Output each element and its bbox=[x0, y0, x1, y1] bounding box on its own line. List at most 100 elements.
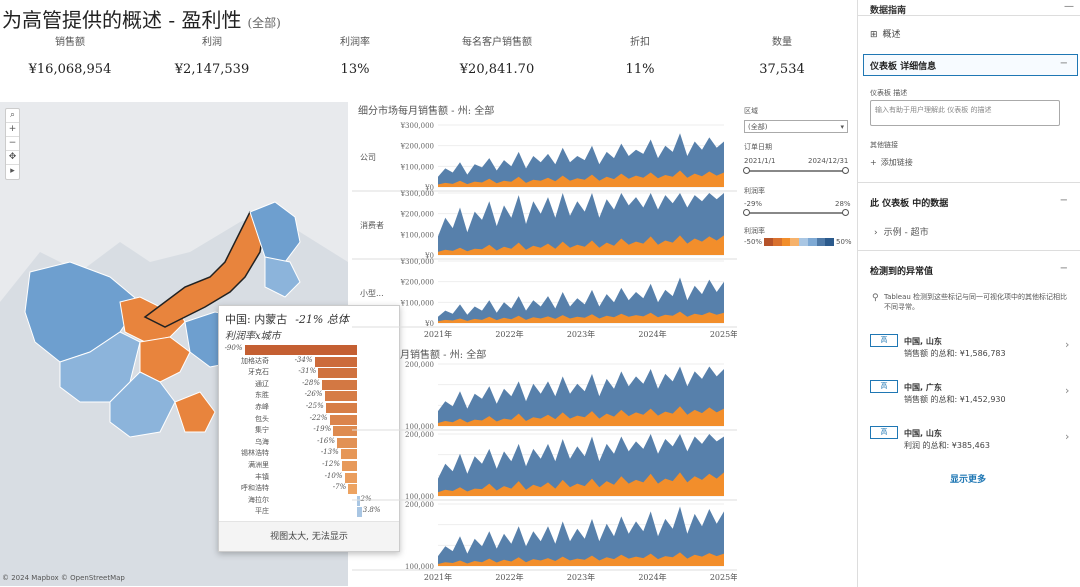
tooltip-city: 锡林浩特 bbox=[241, 449, 269, 458]
region-yunnan[interactable] bbox=[109, 371, 176, 438]
tooltip-value: -7% bbox=[332, 483, 347, 492]
details-collapse-icon[interactable]: − bbox=[1059, 58, 1068, 69]
title-text: 为高管提供的概述 - 盈利性 bbox=[2, 8, 242, 32]
anomaly-section-title: 检测到的异常值 bbox=[870, 267, 934, 277]
tooltip-row: 阿里河-90% bbox=[219, 344, 401, 356]
dropdown-chevron-icon: ▾ bbox=[840, 123, 844, 131]
tooltip-city: 呼和浩特 bbox=[241, 484, 269, 493]
segment-sales-chart[interactable]: ¥300,000¥200,000¥100,000¥0¥300,000¥200,0… bbox=[352, 117, 737, 345]
data-source-label: 示例 - 超市 bbox=[883, 228, 929, 238]
x-tick-label: 2025年 bbox=[710, 572, 737, 582]
anomaly-title-1[interactable]: 中国, 山东 bbox=[904, 337, 942, 346]
date-slider-start-handle[interactable] bbox=[743, 167, 750, 174]
tooltip-bar bbox=[329, 414, 357, 425]
map-pan-icon[interactable]: ✥ bbox=[6, 151, 19, 165]
collapse-panel-icon[interactable]: — bbox=[1064, 1, 1074, 12]
anomaly-collapse-icon[interactable]: − bbox=[1059, 263, 1068, 274]
anomaly-chevron-1-icon[interactable]: › bbox=[1065, 338, 1070, 351]
margin-min: -29% bbox=[744, 200, 763, 208]
add-link-label: 添加链接 bbox=[880, 158, 913, 167]
kpi-sales-value[interactable]: ¥16,068,954 bbox=[28, 62, 112, 77]
tooltip-bar bbox=[324, 391, 357, 402]
date-end: 2024/12/31 bbox=[808, 157, 849, 165]
tooltip-bar bbox=[322, 379, 357, 390]
region-guizhou[interactable] bbox=[174, 391, 216, 433]
tooltip-city: 赤峰 bbox=[255, 403, 269, 411]
chevron-right-icon: › bbox=[874, 228, 878, 238]
y-tick-label: ¥300,000 bbox=[400, 122, 434, 130]
kpi-profit-value[interactable]: ¥2,147,539 bbox=[174, 62, 250, 77]
add-link-button[interactable]: + 添加链接 bbox=[870, 157, 913, 168]
anomaly-title-3[interactable]: 中国, 山东 bbox=[904, 429, 942, 438]
data-section-title: 此 仪表板 中的数据 bbox=[870, 199, 949, 209]
tooltip-city: 丰镇 bbox=[255, 472, 269, 481]
tooltip-row: 平庄 3.8% bbox=[219, 506, 401, 518]
show-more-link[interactable]: 显示更多 bbox=[949, 475, 986, 485]
y-tick-label: ¥300,000 bbox=[400, 258, 434, 266]
map-search-icon[interactable]: ⌕ bbox=[6, 109, 19, 123]
description-input[interactable]: 输入有助于用户理解此 仪表板 的描述 bbox=[870, 100, 1060, 126]
y-tick-label: ¥0 bbox=[424, 320, 434, 328]
overview-label: 概述 bbox=[882, 30, 901, 40]
tooltip-bar bbox=[244, 345, 357, 355]
tooltip-row: 满洲里 -12% bbox=[219, 460, 401, 472]
blue-area-series bbox=[438, 133, 724, 187]
monthly-sales-chart[interactable]: 200,000100,000200,000100,000200,000100,0… bbox=[352, 360, 737, 584]
region-filter-select[interactable]: (全部) ▾ bbox=[744, 120, 848, 133]
date-slider-end-handle[interactable] bbox=[842, 167, 849, 174]
margin-slider-start-handle[interactable] bbox=[743, 209, 750, 216]
x-tick-label: 2024年 bbox=[638, 329, 666, 339]
tooltip-row: 海拉尔 2% bbox=[219, 495, 401, 507]
region-filter-label: 区域 bbox=[744, 107, 758, 115]
tooltip-value: -10% bbox=[324, 471, 343, 480]
orange-area-series bbox=[438, 472, 724, 496]
map-zoom-out-icon[interactable]: − bbox=[6, 137, 19, 151]
kpi-discount-value[interactable]: 11% bbox=[625, 62, 655, 77]
y-tick-label: ¥100,000 bbox=[400, 163, 434, 171]
order-date-label: 订单日期 bbox=[744, 143, 772, 151]
anomaly-chevron-2-icon[interactable]: › bbox=[1065, 384, 1070, 397]
tooltip-value: -25% bbox=[305, 402, 324, 410]
kpi-quantity-value[interactable]: 37,534 bbox=[759, 62, 805, 77]
map-credit: © 2024 Mapbox © OpenStreetMap bbox=[2, 574, 125, 582]
y-tick-label: ¥200,000 bbox=[400, 211, 434, 219]
dashboard-details-header[interactable] bbox=[863, 54, 1078, 76]
filter-panel: 区域 (全部) ▾ 订单日期 2021/1/1 2024/12/31 利润率 -2… bbox=[740, 102, 852, 582]
tooltip-bar bbox=[348, 484, 357, 495]
kpi-per-customer-value[interactable]: ¥20,841.70 bbox=[459, 62, 535, 77]
title-filter: (全部) bbox=[247, 16, 281, 30]
margin-slider-track[interactable] bbox=[746, 212, 846, 214]
map-expand-icon[interactable]: ▸ bbox=[10, 166, 15, 176]
x-tick-label: 2025年 bbox=[710, 329, 737, 339]
map-zoom-in-icon[interactable]: + bbox=[6, 123, 19, 137]
x-tick-label: 2022年 bbox=[495, 572, 523, 582]
kpi-margin-value[interactable]: 13% bbox=[340, 62, 370, 77]
margin-slider-end-handle[interactable] bbox=[842, 209, 849, 216]
data-source-item[interactable]: › 示例 - 超市 bbox=[874, 225, 929, 238]
tooltip-footer: 视图太大, 无法显示 bbox=[219, 521, 399, 551]
date-start: 2021/1/1 bbox=[744, 157, 776, 165]
margin-max: 28% bbox=[835, 200, 851, 208]
region-jilin[interactable] bbox=[264, 256, 301, 298]
data-collapse-icon[interactable]: − bbox=[1059, 195, 1068, 206]
tooltip-bar bbox=[344, 472, 357, 483]
color-legend-min: -50% bbox=[744, 238, 763, 246]
tooltip-bar bbox=[337, 437, 357, 448]
segment-label-consumer: 消费者 bbox=[360, 221, 384, 230]
tooltip-value: -26% bbox=[304, 390, 323, 399]
tooltip-row: 集宁 -19% bbox=[219, 425, 401, 437]
y-tick-label: ¥100,000 bbox=[400, 299, 434, 307]
anomaly-title-2[interactable]: 中国, 广东 bbox=[904, 383, 942, 392]
anomaly-chevron-3-icon[interactable]: › bbox=[1065, 430, 1070, 443]
x-tick-label: 2022年 bbox=[495, 329, 523, 339]
tooltip-row: 东胜 -26% bbox=[219, 390, 401, 402]
tooltip-row: 通辽 -28% bbox=[219, 379, 401, 391]
tooltip-city: 平庄 bbox=[255, 507, 269, 516]
kpi-per-customer-label: 每名客户销售额 bbox=[462, 37, 532, 48]
tooltip-bar bbox=[357, 507, 362, 518]
region-filter-value: (全部) bbox=[748, 123, 768, 131]
date-slider-track[interactable] bbox=[746, 170, 846, 172]
anomaly-badge-1: 高 bbox=[870, 334, 898, 347]
overview-link[interactable]: ⊞ 概述 bbox=[870, 27, 901, 40]
tooltip-city: 海拉尔 bbox=[248, 495, 269, 504]
